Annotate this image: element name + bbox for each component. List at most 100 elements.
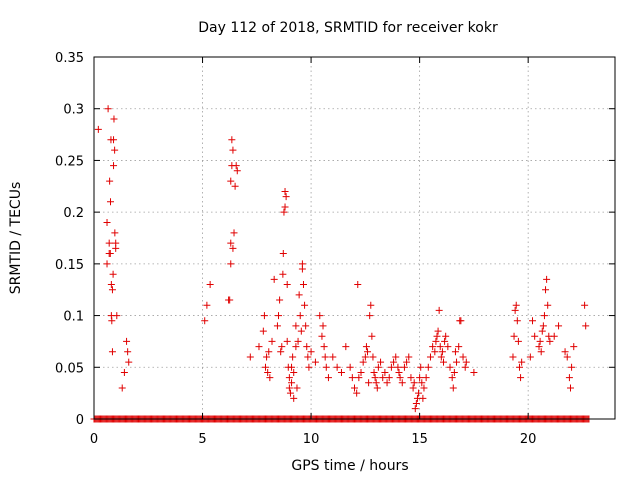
data-point — [511, 306, 519, 314]
data-point — [381, 368, 389, 376]
data-point — [108, 317, 116, 325]
data-point — [232, 162, 240, 170]
data-point — [227, 177, 235, 185]
data-point — [109, 270, 117, 278]
data-point — [108, 286, 116, 294]
data-point — [320, 343, 328, 351]
data-point — [246, 353, 254, 361]
data-point — [385, 374, 393, 382]
data-point — [364, 348, 372, 356]
data-point — [283, 337, 291, 345]
data-point — [321, 353, 329, 361]
data-point — [420, 384, 428, 392]
data-point — [103, 218, 111, 226]
data-point — [265, 348, 273, 356]
data-point — [582, 322, 590, 330]
data-point — [440, 358, 448, 366]
data-point — [436, 343, 444, 351]
data-point — [411, 405, 419, 413]
data-point — [259, 327, 267, 335]
data-point — [409, 384, 417, 392]
data-point — [453, 358, 461, 366]
data-point — [229, 146, 237, 154]
data-point — [233, 167, 241, 175]
data-point — [106, 198, 114, 206]
data-point — [353, 389, 361, 397]
data-point — [367, 301, 375, 309]
data-point — [303, 343, 311, 351]
data-point — [294, 337, 302, 345]
data-point — [429, 343, 437, 351]
data-point — [398, 379, 406, 387]
data-point — [369, 353, 377, 361]
data-point — [285, 384, 293, 392]
data-point — [455, 343, 463, 351]
data-point — [329, 353, 337, 361]
data-point — [555, 322, 563, 330]
data-point — [435, 306, 443, 314]
data-point — [417, 363, 425, 371]
data-point — [434, 327, 442, 335]
data-point — [108, 348, 116, 356]
data-point — [373, 384, 381, 392]
data-point — [515, 363, 523, 371]
data-point — [470, 368, 478, 376]
y-tick-label: 0.35 — [55, 51, 84, 66]
data-point — [283, 281, 291, 289]
data-point — [226, 296, 234, 304]
data-point — [394, 363, 402, 371]
data-point — [295, 291, 303, 299]
data-point — [229, 244, 237, 252]
data-point — [104, 105, 112, 113]
data-point — [431, 348, 439, 356]
data-point — [302, 322, 310, 330]
y-tick-label: 0 — [76, 413, 84, 428]
data-point — [419, 394, 427, 402]
data-point — [377, 358, 385, 366]
data-point — [526, 353, 534, 361]
data-point — [433, 332, 441, 340]
data-point — [449, 384, 457, 392]
data-point — [354, 281, 362, 289]
data-point — [292, 343, 300, 351]
y-axis-title: SRMTID / TECUs — [8, 182, 24, 295]
data-point — [410, 379, 418, 387]
data-point — [282, 193, 290, 201]
data-point — [565, 374, 573, 382]
data-point — [260, 312, 268, 320]
data-point — [415, 389, 423, 397]
data-point — [231, 182, 239, 190]
data-point — [296, 312, 304, 320]
data-point — [517, 374, 525, 382]
data-point — [289, 353, 297, 361]
data-point — [400, 363, 408, 371]
data-point — [203, 301, 211, 309]
data-point — [337, 368, 345, 376]
data-point — [418, 379, 426, 387]
plot-frame — [93, 56, 616, 420]
data-point — [304, 353, 312, 361]
data-point — [451, 348, 459, 356]
data-point — [280, 208, 288, 216]
data-point — [125, 358, 133, 366]
data-point — [228, 136, 236, 144]
data-point — [459, 353, 467, 361]
data-point — [361, 353, 369, 361]
data-point — [374, 363, 382, 371]
data-point — [268, 337, 276, 345]
data-point — [299, 281, 307, 289]
data-point — [333, 363, 341, 371]
data-point — [288, 379, 296, 387]
data-point — [124, 348, 132, 356]
data-point — [537, 348, 545, 356]
data-point — [365, 379, 373, 387]
data-point — [424, 363, 432, 371]
data-point — [462, 358, 470, 366]
data-point — [316, 312, 324, 320]
data-point — [461, 363, 469, 371]
data-point — [509, 353, 517, 361]
x-tick-label: 0 — [90, 432, 98, 447]
data-point — [123, 337, 131, 345]
data-point — [318, 332, 326, 340]
data-point — [105, 239, 113, 247]
